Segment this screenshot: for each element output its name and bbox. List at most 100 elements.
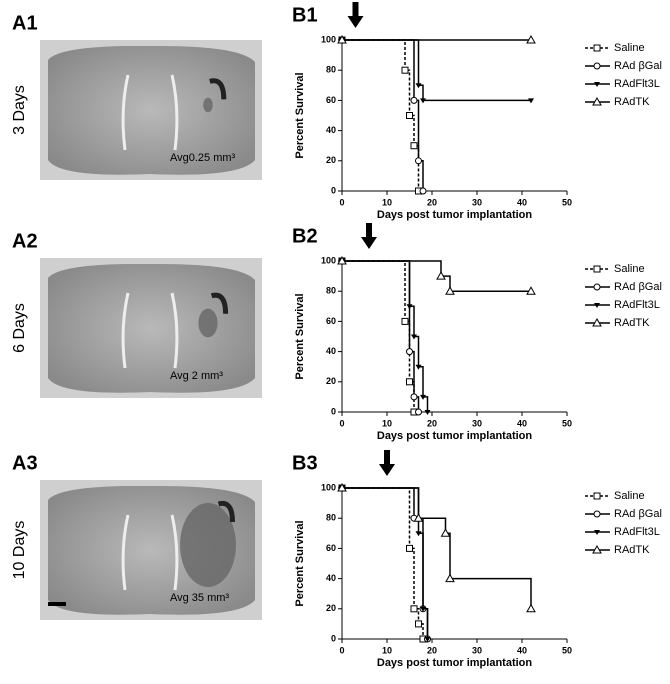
marker [410, 605, 418, 613]
legend-label: RAdTK [614, 96, 650, 108]
chart-title: B3 [292, 452, 318, 474]
marker [415, 157, 422, 165]
marker [406, 378, 413, 386]
marker [528, 98, 534, 104]
marker [419, 187, 427, 195]
marker [406, 304, 413, 310]
x-tick-label: 50 [562, 645, 572, 655]
marker [420, 98, 426, 104]
marker [410, 96, 418, 104]
series [337, 482, 536, 613]
marker [440, 528, 451, 537]
marker [526, 603, 536, 613]
y-axis-label: Percent Survival [294, 293, 306, 379]
x-axis-label: Days post tumor implantation [377, 430, 533, 442]
marker [592, 96, 602, 106]
y-tick-label: 100 [321, 34, 336, 44]
marker [592, 544, 602, 554]
x-tick-label: 0 [339, 418, 344, 428]
marker [526, 286, 536, 295]
marker [410, 142, 418, 150]
marker [593, 510, 601, 518]
x-tick-label: 50 [562, 197, 572, 207]
tumor [180, 503, 236, 587]
y-tick-label: 40 [326, 346, 336, 356]
x-tick-label: 0 [339, 645, 344, 655]
marker [593, 265, 601, 273]
marker [593, 44, 601, 52]
marker [415, 620, 422, 628]
series [339, 38, 534, 104]
y-tick-label: 100 [321, 255, 336, 265]
injection-arrow [347, 2, 364, 28]
tumor-arrow [209, 78, 227, 100]
x-tick-label: 20 [427, 645, 437, 655]
x-tick-label: 10 [382, 197, 392, 207]
legend-label: RAdFlt3L [614, 526, 660, 538]
legend-label: RAd βGal [614, 60, 662, 72]
survival-line [342, 260, 415, 412]
days-label: 6 Days [11, 303, 28, 353]
x-tick-label: 0 [339, 197, 344, 207]
marker [594, 82, 600, 87]
x-axis-label: Days post tumor implantation [377, 209, 533, 221]
marker [594, 303, 600, 308]
y-tick-label: 60 [326, 95, 336, 105]
tumor [203, 97, 213, 113]
marker [415, 408, 422, 416]
survival-line [342, 487, 424, 639]
tumor-arrow [217, 500, 235, 523]
legend-label: RAd βGal [614, 508, 662, 520]
y-tick-label: 40 [326, 125, 336, 135]
marker [413, 513, 424, 522]
x-tick-label: 40 [517, 197, 527, 207]
y-tick-label: 80 [326, 286, 336, 296]
x-tick-label: 10 [382, 418, 392, 428]
ventricle [121, 292, 179, 369]
marker [401, 317, 409, 325]
marker [594, 530, 600, 535]
legend-label: Saline [614, 263, 645, 275]
y-tick-label: 80 [326, 65, 336, 75]
x-tick-label: 10 [382, 645, 392, 655]
x-tick-label: 30 [472, 645, 482, 655]
y-tick-label: 100 [321, 482, 336, 492]
legend-label: RAd βGal [614, 281, 662, 293]
marker [415, 531, 422, 537]
marker [415, 83, 422, 89]
y-tick-label: 0 [331, 633, 336, 643]
x-tick-label: 40 [517, 418, 527, 428]
y-tick-label: 80 [326, 513, 336, 523]
marker [445, 573, 455, 583]
marker [436, 271, 446, 280]
volume-annotation: Avg 2 mm³ [170, 370, 223, 382]
marker [445, 286, 455, 295]
survival-line [342, 487, 532, 609]
marker [406, 112, 413, 119]
marker [593, 492, 601, 500]
days-label: 10 Days [11, 521, 28, 580]
survival-line [342, 260, 531, 292]
y-axis-label: Percent Survival [294, 520, 306, 606]
marker [411, 334, 417, 340]
series [337, 34, 536, 44]
marker [526, 34, 536, 44]
injection-arrow [379, 450, 395, 476]
x-tick-label: 20 [427, 418, 437, 428]
marker [593, 283, 601, 291]
marker [592, 317, 602, 327]
marker [424, 410, 431, 415]
y-axis-label: Percent Survival [294, 72, 306, 158]
marker [337, 255, 347, 265]
ventricle [121, 514, 179, 591]
x-tick-label: 50 [562, 418, 572, 428]
survival-line [342, 39, 531, 102]
marker [337, 34, 347, 44]
scale-bar [48, 602, 66, 606]
x-tick-label: 40 [517, 645, 527, 655]
volume-annotation: Avg 35 mm³ [170, 592, 229, 604]
marker [420, 606, 426, 612]
panel-label: A3 [12, 452, 38, 474]
chart-title: B1 [292, 4, 318, 26]
y-tick-label: 60 [326, 316, 336, 326]
